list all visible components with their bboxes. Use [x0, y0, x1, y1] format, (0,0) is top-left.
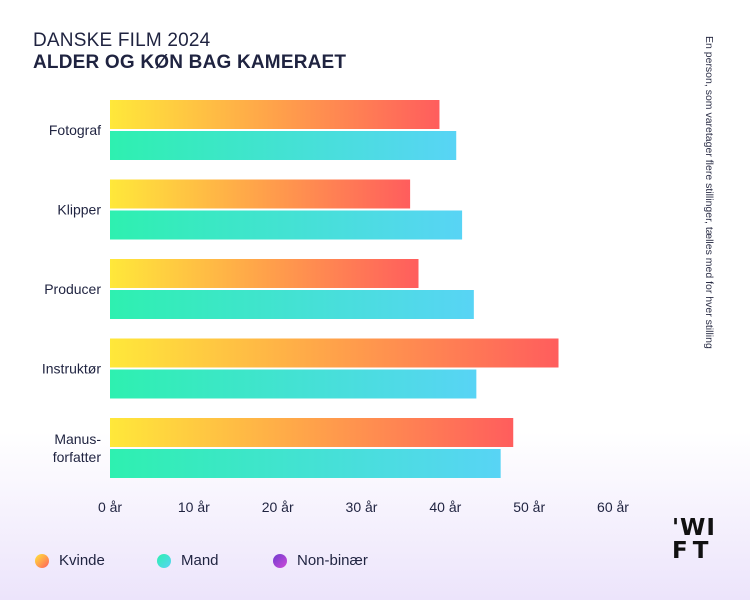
x-tick-label-6: 60 år	[597, 499, 629, 515]
chart-supertitle: DANSKE FILM 2024	[33, 30, 211, 51]
legend-swatch-kvinde	[35, 553, 49, 568]
bars-group	[110, 100, 559, 478]
legend-item-kvinde: Kvinde	[35, 552, 157, 569]
legend-item-non-binaer: Non-binær	[273, 552, 368, 569]
legend-label-mand: Mand	[181, 552, 219, 569]
bar-mand-1	[110, 210, 463, 240]
title-block: DANSKE FILM 2024 ALDER OG KØN BAG KAMERA…	[33, 30, 346, 74]
chart-title: ALDER OG KØN BAG KAMERAET	[33, 52, 347, 73]
x-tick-label-5: 50 år	[513, 499, 545, 515]
category-label-0: Fotograf	[49, 122, 101, 138]
x-tick-label-4: 40 år	[429, 499, 461, 515]
category-label-4: Manus-forfatter	[53, 431, 102, 465]
legend-label-kvinde: Kvinde	[59, 552, 105, 569]
bar-mand-3	[110, 369, 477, 399]
bar-kvinde-0	[110, 100, 440, 129]
legend-swatch-mand	[157, 553, 171, 568]
legend-label-non-binaer: Non-binær	[297, 552, 368, 569]
bar-mand-4	[110, 449, 501, 478]
category-labels: Fotograf Klipper Producer Instruktør Manus-f…	[42, 122, 101, 465]
bar-kvinde-4	[110, 418, 514, 447]
bar-kvinde-1	[110, 179, 411, 209]
x-tick-label-0: 0 år	[98, 499, 122, 515]
category-label-3: Instruktør	[42, 361, 101, 377]
category-label-2: Producer	[44, 281, 101, 297]
x-tick-label-1: 10 år	[178, 499, 210, 515]
x-axis-ticks: 0 år 10 år 20 år 30 år 40 år 50 år 60 år	[98, 499, 629, 515]
category-label-1: Klipper	[57, 202, 101, 218]
logo-line-1: 'WI	[672, 515, 716, 541]
logo-line-2: FT	[672, 538, 714, 564]
legend-item-mand: Mand	[157, 552, 273, 569]
bar-kvinde-3	[110, 338, 559, 368]
x-tick-label-2: 20 år	[262, 499, 294, 515]
legend-swatch-non-binaer	[273, 553, 287, 568]
wift-logo: 'WI FT	[672, 517, 716, 563]
bar-mand-2	[110, 290, 474, 319]
x-tick-label-3: 30 år	[346, 499, 378, 515]
bar-kvinde-2	[110, 259, 419, 288]
side-note: En person, som varetager flere stillinge…	[703, 36, 715, 349]
legend: Kvinde Mand Non-binær	[35, 552, 368, 569]
bar-mand-0	[110, 131, 457, 160]
